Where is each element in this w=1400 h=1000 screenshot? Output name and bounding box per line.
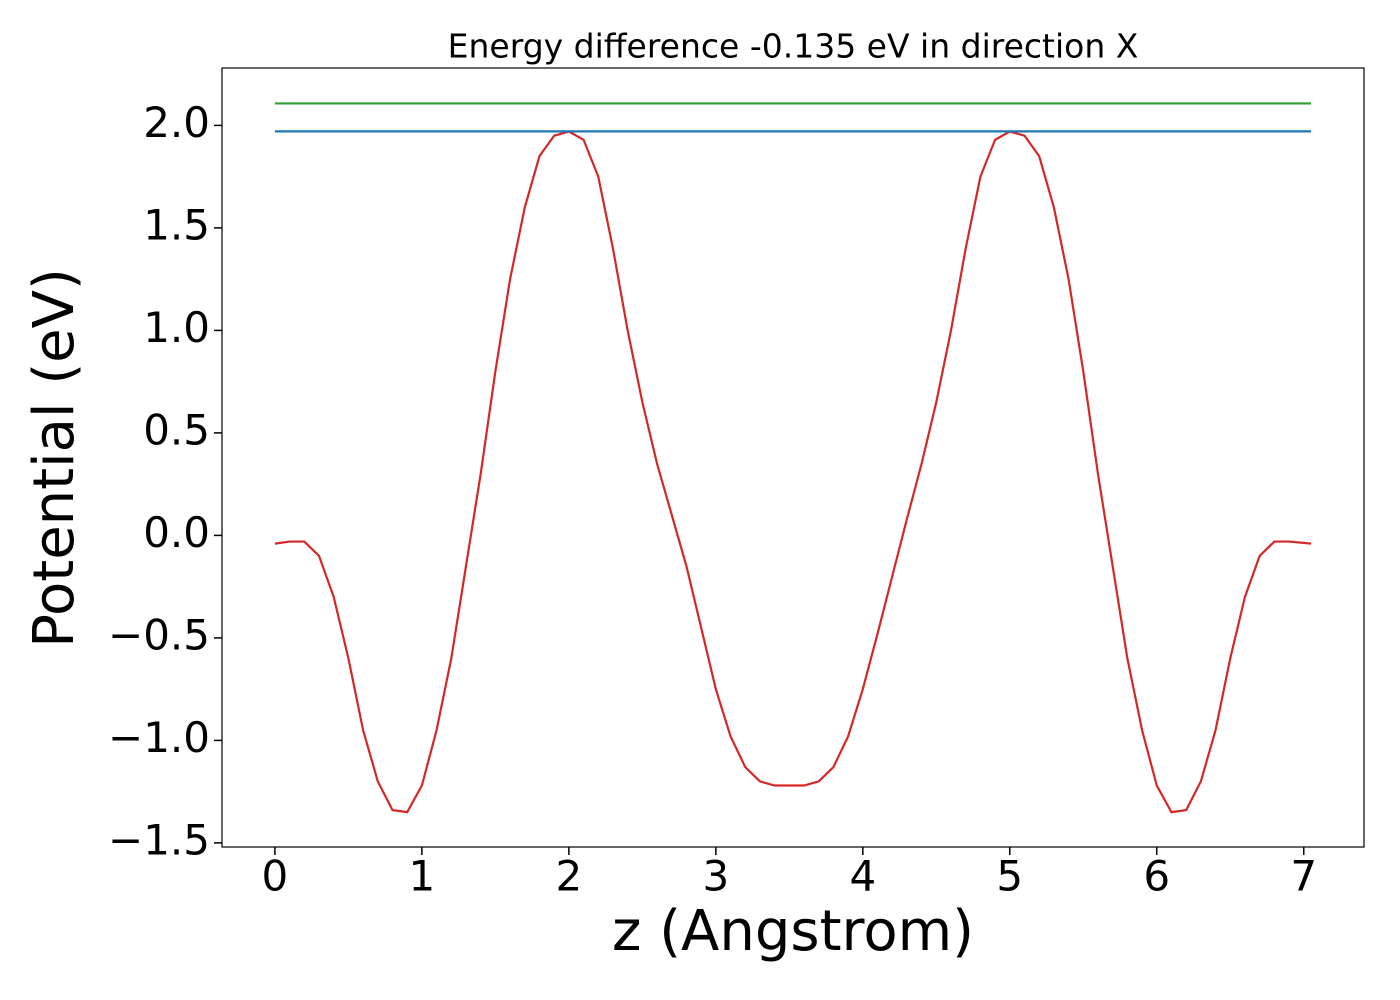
- x-tick-label: 7: [1290, 852, 1317, 901]
- y-axis-label: Potential (eV): [22, 268, 87, 648]
- x-tick-label: 6: [1143, 852, 1170, 901]
- y-tick-label: 2.0: [143, 98, 210, 147]
- x-tick-label: 0: [262, 852, 289, 901]
- x-tick-label: 2: [555, 852, 582, 901]
- plot-frame: [221, 67, 1365, 848]
- x-tick-label: 5: [996, 852, 1023, 901]
- y-tick-label: 0.0: [143, 508, 210, 557]
- x-axis-label: z (Angstrom): [612, 899, 974, 964]
- x-tick-label: 1: [409, 852, 436, 901]
- y-tick-label: −0.5: [108, 610, 210, 659]
- y-tick-label: 1.0: [143, 303, 210, 352]
- x-tick-label: 3: [702, 852, 729, 901]
- line-series: [274, 130, 1312, 814]
- x-tick-label: 4: [849, 852, 876, 901]
- y-tick-label: −1.5: [108, 815, 210, 864]
- y-tick-label: 0.5: [143, 405, 210, 454]
- y-tick-label: 1.5: [143, 200, 210, 249]
- y-tick-label: −1.0: [108, 713, 210, 762]
- chart-title: Energy difference -0.135 eV in direction…: [448, 27, 1139, 66]
